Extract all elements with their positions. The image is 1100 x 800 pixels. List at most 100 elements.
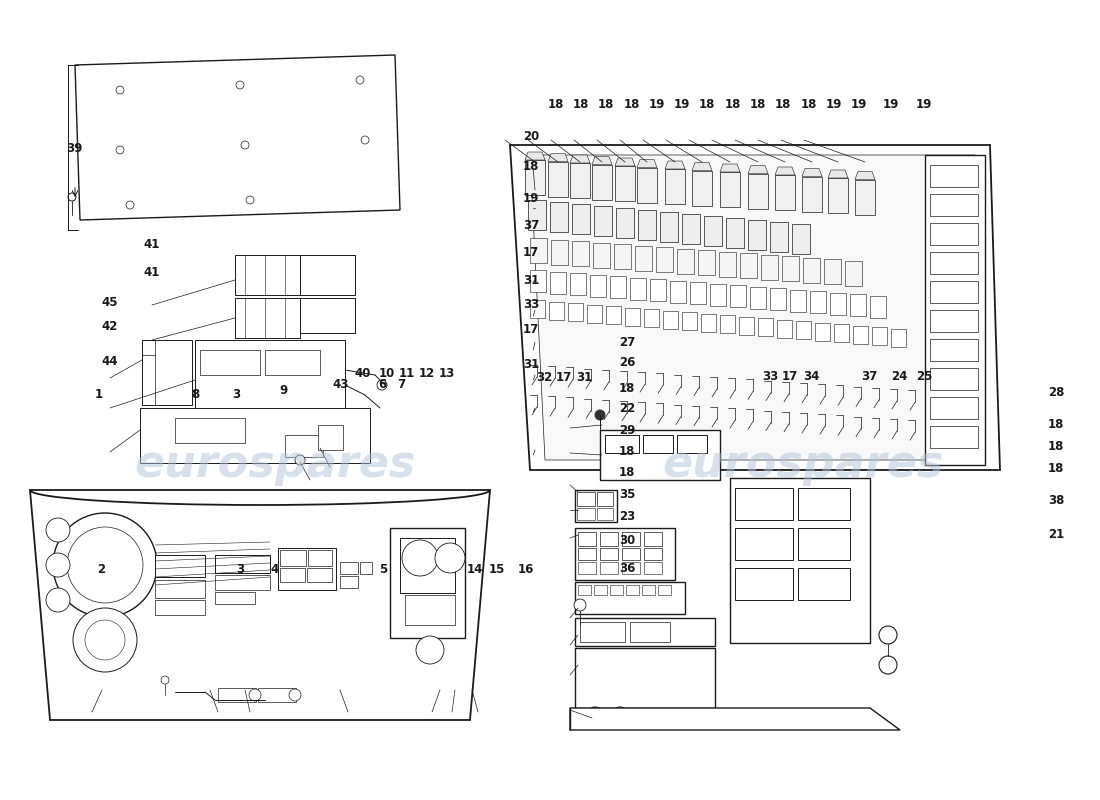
Text: 31: 31 (576, 371, 592, 384)
Bar (930, 281, 978, 303)
Circle shape (67, 527, 143, 603)
Bar (650, 279, 666, 301)
Bar (594, 206, 612, 236)
Bar (610, 585, 623, 595)
Circle shape (46, 553, 70, 577)
Text: 2: 2 (97, 563, 106, 576)
Bar (400, 538, 455, 593)
Text: 18: 18 (624, 98, 639, 110)
Text: 41: 41 (144, 266, 159, 278)
Bar (770, 222, 788, 252)
Bar (218, 688, 256, 702)
Bar (600, 430, 720, 480)
Bar (635, 246, 652, 270)
Circle shape (574, 599, 586, 611)
Bar (782, 256, 799, 281)
Bar (810, 291, 826, 313)
Text: 34: 34 (804, 370, 820, 382)
Circle shape (116, 86, 124, 94)
Bar (308, 550, 332, 566)
Circle shape (377, 380, 387, 390)
Bar (278, 548, 336, 590)
Bar (551, 239, 568, 265)
Text: 19: 19 (524, 192, 539, 205)
Text: 18: 18 (1048, 418, 1064, 430)
Text: 35: 35 (619, 488, 635, 501)
Text: 44: 44 (101, 355, 119, 368)
Circle shape (246, 196, 254, 204)
Text: 37: 37 (524, 219, 539, 232)
Text: 41: 41 (144, 238, 159, 250)
Circle shape (116, 146, 124, 154)
Bar (214, 555, 270, 573)
Polygon shape (570, 155, 590, 163)
Polygon shape (828, 170, 848, 178)
Bar (638, 210, 656, 240)
Bar (748, 174, 768, 209)
Bar (575, 648, 715, 708)
Bar (550, 271, 566, 294)
Polygon shape (615, 158, 635, 166)
Circle shape (587, 707, 603, 723)
Bar (670, 281, 686, 302)
Text: 45: 45 (101, 296, 119, 309)
Bar (572, 241, 588, 266)
Bar (155, 580, 205, 598)
Bar (285, 435, 323, 457)
Bar (578, 532, 596, 546)
Bar (644, 435, 673, 453)
Bar (740, 253, 757, 278)
Bar (735, 528, 793, 560)
Circle shape (879, 656, 896, 674)
Bar (658, 585, 671, 595)
Text: 18: 18 (548, 98, 563, 110)
Bar (930, 368, 978, 390)
Bar (644, 548, 662, 560)
Bar (930, 223, 978, 245)
Bar (600, 548, 618, 560)
Text: 17: 17 (524, 323, 539, 336)
Polygon shape (720, 164, 740, 172)
Bar (614, 244, 631, 269)
Bar (265, 350, 320, 375)
Bar (930, 397, 978, 419)
Text: 33: 33 (524, 298, 539, 310)
Bar (525, 160, 544, 195)
Text: 18: 18 (598, 98, 614, 110)
Bar (280, 550, 306, 566)
Text: 20: 20 (524, 130, 539, 142)
Bar (155, 555, 205, 577)
Bar (155, 600, 205, 615)
Polygon shape (530, 155, 984, 460)
Text: 4: 4 (271, 563, 279, 576)
Bar (682, 214, 700, 244)
Bar (735, 568, 793, 600)
Polygon shape (592, 157, 612, 165)
Circle shape (85, 620, 125, 660)
Bar (530, 238, 547, 263)
Bar (637, 167, 657, 202)
Bar (798, 528, 850, 560)
Text: 22: 22 (619, 402, 635, 414)
Text: 24: 24 (892, 370, 907, 382)
Polygon shape (510, 145, 1000, 470)
Text: 31: 31 (524, 274, 539, 286)
Polygon shape (855, 171, 875, 179)
Bar (307, 568, 332, 582)
Bar (656, 247, 673, 272)
Bar (615, 166, 635, 201)
Bar (200, 350, 260, 375)
Text: 17: 17 (557, 371, 572, 384)
Bar (872, 327, 887, 345)
Text: 18: 18 (776, 98, 791, 110)
Text: 14: 14 (468, 563, 483, 576)
Text: 19: 19 (851, 98, 867, 110)
Polygon shape (776, 167, 795, 175)
Text: 29: 29 (619, 424, 635, 437)
Text: 8: 8 (191, 388, 200, 401)
Text: 18: 18 (1048, 440, 1064, 453)
Bar (777, 319, 792, 338)
Bar (390, 528, 465, 638)
Text: 26: 26 (619, 356, 635, 369)
Bar (606, 306, 621, 324)
